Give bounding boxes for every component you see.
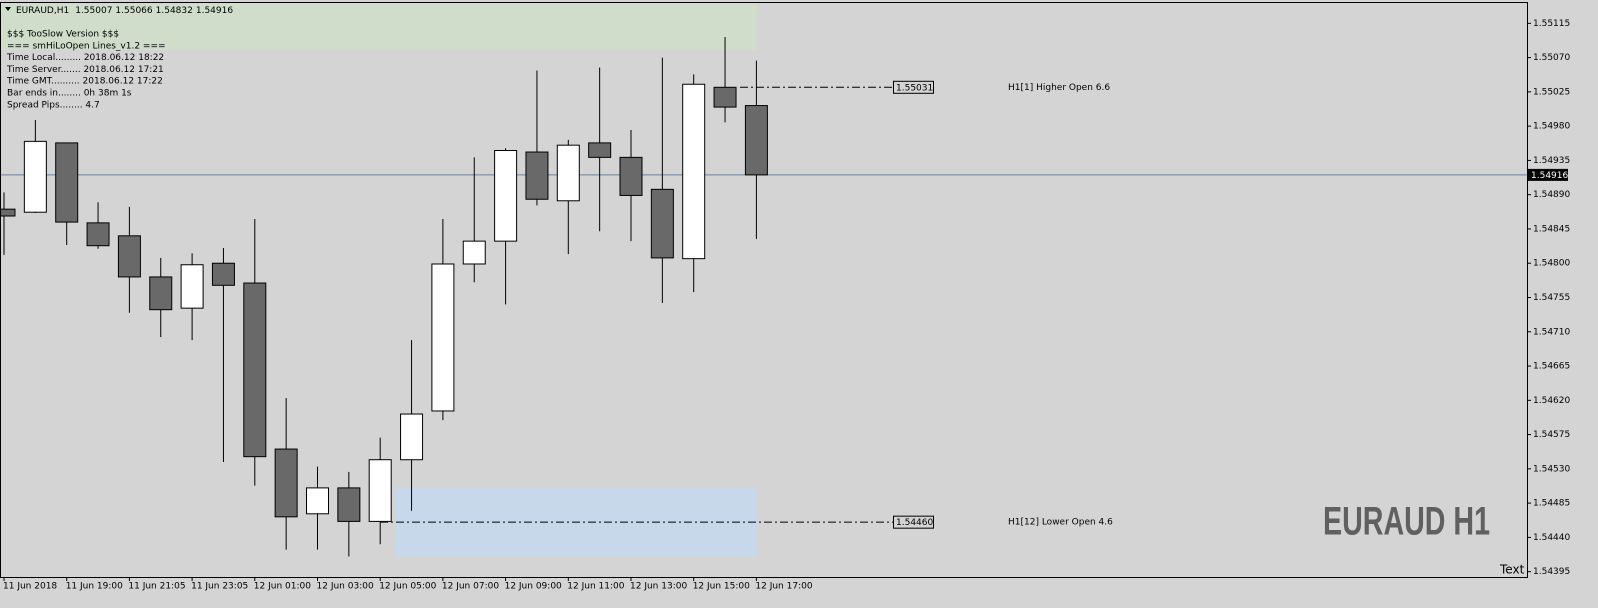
- y-tick-label: 1.54755: [1533, 293, 1570, 303]
- x-tick-label: 12 Jun 15:00: [693, 582, 750, 592]
- zone: [1, 2, 757, 50]
- header-field: 1.54916: [196, 6, 233, 16]
- y-tick-label: 1.54440: [1533, 533, 1570, 543]
- candle-body: [86, 222, 110, 247]
- candle-body: [180, 264, 204, 309]
- price-tag-label: 1.54916: [1531, 171, 1568, 181]
- plot-border: [0, 2, 1528, 578]
- watermark: EURAUD H1: [1323, 500, 1490, 544]
- y-tick-label: 1.54575: [1533, 430, 1570, 440]
- candle-body: [23, 140, 47, 213]
- header-field: 1.55066: [115, 6, 152, 16]
- y-tick-label: 1.54620: [1533, 396, 1570, 406]
- y-tick-label: 1.54530: [1533, 464, 1570, 474]
- y-tick-label: 1.54665: [1533, 362, 1570, 372]
- info-line: Bar ends in........ 0h 38m 1s: [7, 89, 132, 99]
- corner-text: Text: [1499, 563, 1525, 577]
- candle-body: [682, 83, 706, 260]
- x-tick-label: 12 Jun 11:00: [567, 582, 624, 592]
- y-tick-label: 1.54800: [1533, 259, 1570, 269]
- info-line: $$$ TooSlow Version $$$: [7, 30, 119, 40]
- y-tick-label: 1.55115: [1533, 19, 1570, 29]
- menu-arrow[interactable]: [5, 7, 11, 11]
- y-tick-label: 1.54710: [1533, 327, 1570, 337]
- candle-body: [744, 105, 768, 176]
- header-field: 1.54832: [156, 6, 193, 16]
- y-tick-label: 1.54845: [1533, 224, 1570, 234]
- info-line: Time GMT.......... 2018.06.12 17:22: [6, 77, 163, 87]
- info-line: Time Local......... 2018.06.12 18:22: [6, 53, 164, 63]
- candle-body: [494, 150, 518, 242]
- x-tick-label: 11 Jun 2018: [3, 582, 57, 592]
- level-text: H1[1] Higher Open 6.6: [1008, 83, 1110, 93]
- candle-body: [525, 151, 549, 200]
- candle-body: [149, 276, 173, 311]
- x-tick-label: 12 Jun 07:00: [442, 582, 499, 592]
- y-tick-label: 1.54935: [1533, 156, 1570, 166]
- candle-body: [619, 156, 643, 196]
- header-field: EURAUD,H1: [16, 6, 69, 16]
- candle-body: [368, 459, 392, 522]
- level-box: [893, 515, 934, 529]
- y-tick-label: 1.54980: [1533, 122, 1570, 132]
- level-box: [893, 80, 934, 94]
- info-line: Time Server....... 2018.06.12 17:21: [6, 65, 164, 75]
- x-tick-label: 12 Jun 05:00: [379, 582, 436, 592]
- level-price: 1.55031: [896, 83, 933, 93]
- candle-body: [117, 235, 141, 278]
- x-tick-label: 11 Jun 19:00: [66, 582, 123, 592]
- x-tick-label: 11 Jun 23:05: [191, 582, 248, 592]
- candle-body: [650, 188, 674, 259]
- candle-body: [0, 208, 16, 217]
- level-text: H1[12] Lower Open 4.6: [1008, 518, 1113, 528]
- y-tick-label: 1.55070: [1533, 53, 1570, 63]
- candle-body: [400, 413, 424, 461]
- y-tick-label: 1.54890: [1533, 190, 1570, 200]
- y-tick-label: 1.54485: [1533, 499, 1570, 509]
- x-tick-label: 12 Jun 03:00: [317, 582, 374, 592]
- candle-body: [462, 240, 486, 265]
- candle-body: [556, 144, 580, 202]
- candle-body: [713, 86, 737, 108]
- header: EURAUD,H1 1.55007 1.55066 1.54832 1.54916: [16, 6, 233, 16]
- candle-body: [211, 262, 235, 286]
- x-tick-label: 12 Jun 09:00: [505, 582, 562, 592]
- candle-body: [243, 282, 267, 458]
- candle-body: [306, 487, 329, 515]
- x-tick-label: 11 Jun 21:05: [128, 582, 185, 592]
- candle-body: [431, 263, 455, 412]
- info-line: === smHiLoOpen Lines_v1.2 ===: [7, 41, 166, 51]
- price-tag: [1528, 168, 1568, 181]
- candle-body: [337, 487, 361, 522]
- candle-body: [274, 448, 298, 518]
- candle-body: [55, 142, 79, 223]
- x-tick-label: 12 Jun 13:00: [630, 582, 687, 592]
- x-tick-label: 12 Jun 17:00: [755, 582, 812, 592]
- x-tick-label: 12 Jun 01:00: [254, 582, 311, 592]
- candle-body: [588, 142, 612, 158]
- info-line: Spread Pips........ 4.7: [7, 100, 100, 110]
- y-tick-label: 1.55025: [1533, 87, 1570, 97]
- header-field: 1.55007: [75, 6, 112, 16]
- level-price: 1.54460: [896, 518, 933, 528]
- y-tick-label: 1.54395: [1533, 567, 1570, 577]
